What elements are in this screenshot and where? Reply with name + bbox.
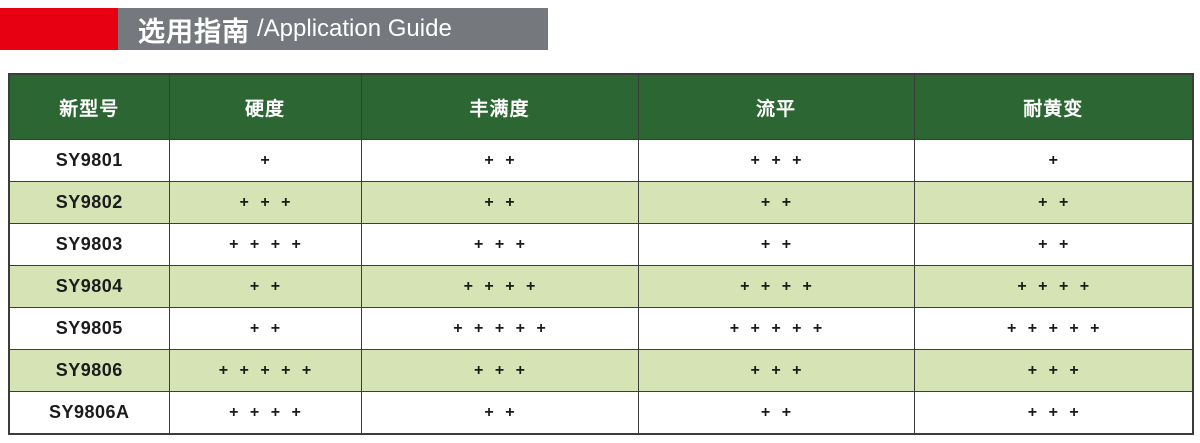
model-cell: SY9806 <box>8 349 170 392</box>
table-row: SY9805 + + + + + + + + + + + + + + + + + <box>8 307 1194 350</box>
column-header: 新型号 <box>8 73 170 140</box>
model-cell: SY9805 <box>8 307 170 350</box>
table-row: SY9801 + + + + + + + <box>8 139 1194 182</box>
banner-title-en: /Application Guide <box>257 15 452 42</box>
application-guide-table: 新型号 硬度 丰满度 流平 耐黄变 SY9801 + + + + + + + SY9802 + + … <box>8 73 1194 435</box>
rating-cell: + + <box>637 391 915 435</box>
model-cell: SY9806A <box>8 391 170 435</box>
rating-cell: + + + <box>637 139 915 182</box>
rating-cell: + + + + <box>168 223 362 266</box>
model-cell: SY9804 <box>8 265 170 308</box>
model-cell: SY9803 <box>8 223 170 266</box>
rating-cell: + + + + + <box>913 307 1194 350</box>
section-banner: 选用指南 /Application Guide <box>0 8 548 50</box>
rating-cell: + + <box>168 265 362 308</box>
column-header: 丰满度 <box>360 73 639 140</box>
column-header: 硬度 <box>168 73 362 140</box>
rating-cell: + + + + + <box>168 349 362 392</box>
table-row: SY9806 + + + + + + + + + + + + + + <box>8 349 1194 392</box>
rating-cell: + + <box>637 181 915 224</box>
table-header: 新型号 硬度 丰满度 流平 耐黄变 <box>8 73 1194 140</box>
rating-cell: + + <box>360 391 639 435</box>
rating-cell: + + <box>360 181 639 224</box>
rating-cell: + + + <box>637 349 915 392</box>
rating-cell: + + + <box>168 181 362 224</box>
table-row: SY9803 + + + + + + + + + + + <box>8 223 1194 266</box>
header-row: 新型号 硬度 丰满度 流平 耐黄变 <box>8 73 1194 140</box>
rating-cell: + <box>168 139 362 182</box>
rating-cell: + + + <box>913 391 1194 435</box>
red-accent-block <box>0 8 118 50</box>
column-header: 耐黄变 <box>913 73 1194 140</box>
rating-cell: + + + + + <box>360 307 639 350</box>
rating-cell: + <box>913 139 1194 182</box>
rating-cell: + + + + <box>637 265 915 308</box>
rating-cell: + + <box>360 139 639 182</box>
rating-cell: + + + + <box>360 265 639 308</box>
table-body: SY9801 + + + + + + + SY9802 + + + + + + + + + SY98… <box>8 139 1194 435</box>
rating-cell: + + + + <box>913 265 1194 308</box>
rating-cell: + + + + + <box>637 307 915 350</box>
rating-cell: + + <box>913 181 1194 224</box>
table-row: SY9802 + + + + + + + + + <box>8 181 1194 224</box>
table-row: SY9804 + + + + + + + + + + + + + + <box>8 265 1194 308</box>
rating-cell: + + <box>637 223 915 266</box>
rating-cell: + + <box>168 307 362 350</box>
model-cell: SY9802 <box>8 181 170 224</box>
rating-cell: + + <box>913 223 1194 266</box>
table-row: SY9806A + + + + + + + + + + + <box>8 391 1194 435</box>
model-cell: SY9801 <box>8 139 170 182</box>
rating-cell: + + + + <box>168 391 362 435</box>
rating-cell: + + + <box>360 223 639 266</box>
column-header: 流平 <box>637 73 915 140</box>
banner-title-zh: 选用指南 <box>138 16 250 47</box>
rating-cell: + + + <box>360 349 639 392</box>
rating-cell: + + + <box>913 349 1194 392</box>
banner-title-bar: 选用指南 /Application Guide <box>118 8 548 50</box>
